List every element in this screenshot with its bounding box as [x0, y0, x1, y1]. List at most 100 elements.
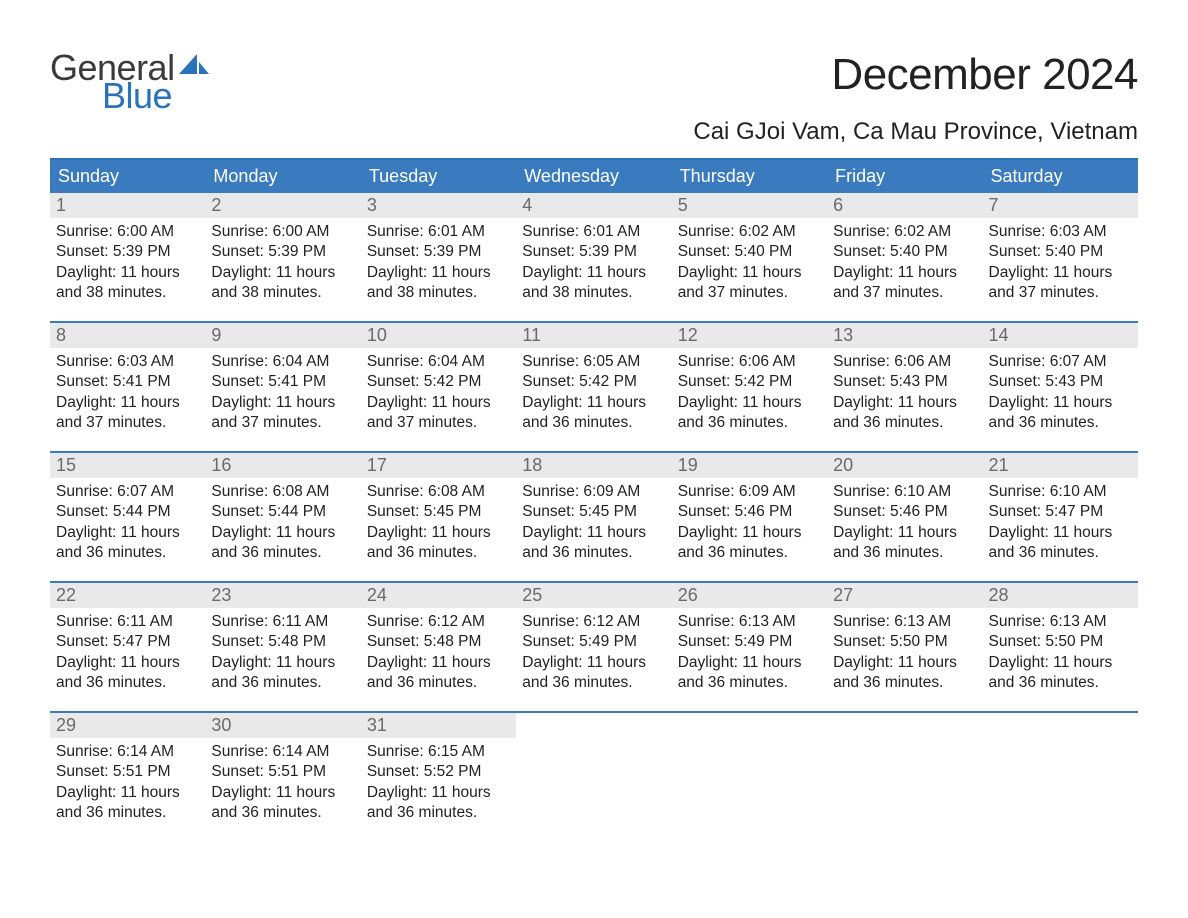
- day-details: Sunrise: 6:13 AMSunset: 5:50 PMDaylight:…: [983, 608, 1138, 700]
- day-details: Sunrise: 6:00 AMSunset: 5:39 PMDaylight:…: [50, 218, 205, 310]
- sunset-line: Sunset: 5:40 PM: [833, 242, 976, 262]
- daylight-line: Daylight: 11 hours and 37 minutes.: [367, 393, 510, 434]
- day-number: [672, 713, 827, 738]
- calendar-day-cell: 8Sunrise: 6:03 AMSunset: 5:41 PMDaylight…: [50, 323, 205, 451]
- sunrise-line: Sunrise: 6:00 AM: [56, 222, 199, 242]
- sunset-line: Sunset: 5:40 PM: [678, 242, 821, 262]
- title-block: December 2024 Cai GJoi Vam, Ca Mau Provi…: [693, 50, 1138, 154]
- calendar-day-cell: 18Sunrise: 6:09 AMSunset: 5:45 PMDayligh…: [516, 453, 671, 581]
- sunrise-line: Sunrise: 6:09 AM: [678, 482, 821, 502]
- day-details: Sunrise: 6:05 AMSunset: 5:42 PMDaylight:…: [516, 348, 671, 440]
- day-number: 30: [205, 713, 360, 738]
- day-details: Sunrise: 6:15 AMSunset: 5:52 PMDaylight:…: [361, 738, 516, 830]
- day-details: Sunrise: 6:02 AMSunset: 5:40 PMDaylight:…: [672, 218, 827, 310]
- sunrise-line: Sunrise: 6:01 AM: [367, 222, 510, 242]
- day-number: 12: [672, 323, 827, 348]
- day-number: 6: [827, 193, 982, 218]
- calendar-day-cell: 27Sunrise: 6:13 AMSunset: 5:50 PMDayligh…: [827, 583, 982, 711]
- daylight-line: Daylight: 11 hours and 36 minutes.: [367, 523, 510, 564]
- sunrise-line: Sunrise: 6:02 AM: [833, 222, 976, 242]
- daylight-line: Daylight: 11 hours and 36 minutes.: [56, 653, 199, 694]
- sunset-line: Sunset: 5:43 PM: [833, 372, 976, 392]
- daylight-line: Daylight: 11 hours and 37 minutes.: [211, 393, 354, 434]
- daylight-line: Daylight: 11 hours and 36 minutes.: [211, 653, 354, 694]
- calendar-day-cell: [983, 713, 1138, 841]
- daylight-line: Daylight: 11 hours and 36 minutes.: [678, 393, 821, 434]
- sunset-line: Sunset: 5:39 PM: [522, 242, 665, 262]
- sunset-line: Sunset: 5:42 PM: [522, 372, 665, 392]
- sunrise-line: Sunrise: 6:00 AM: [211, 222, 354, 242]
- calendar-day-cell: 20Sunrise: 6:10 AMSunset: 5:46 PMDayligh…: [827, 453, 982, 581]
- day-details: Sunrise: 6:04 AMSunset: 5:41 PMDaylight:…: [205, 348, 360, 440]
- daylight-line: Daylight: 11 hours and 36 minutes.: [522, 393, 665, 434]
- day-number: 1: [50, 193, 205, 218]
- weeks-container: 1Sunrise: 6:00 AMSunset: 5:39 PMDaylight…: [50, 193, 1138, 841]
- sunset-line: Sunset: 5:47 PM: [989, 502, 1132, 522]
- calendar-day-cell: 7Sunrise: 6:03 AMSunset: 5:40 PMDaylight…: [983, 193, 1138, 321]
- weekday-header: Monday: [205, 160, 360, 193]
- day-details: Sunrise: 6:11 AMSunset: 5:48 PMDaylight:…: [205, 608, 360, 700]
- weekday-header: Wednesday: [516, 160, 671, 193]
- calendar-day-cell: 2Sunrise: 6:00 AMSunset: 5:39 PMDaylight…: [205, 193, 360, 321]
- daylight-line: Daylight: 11 hours and 36 minutes.: [56, 783, 199, 824]
- weekday-header: Friday: [827, 160, 982, 193]
- day-number: 11: [516, 323, 671, 348]
- day-details: Sunrise: 6:06 AMSunset: 5:42 PMDaylight:…: [672, 348, 827, 440]
- sunrise-line: Sunrise: 6:13 AM: [989, 612, 1132, 632]
- day-details: Sunrise: 6:10 AMSunset: 5:46 PMDaylight:…: [827, 478, 982, 570]
- day-number: 29: [50, 713, 205, 738]
- calendar-day-cell: 28Sunrise: 6:13 AMSunset: 5:50 PMDayligh…: [983, 583, 1138, 711]
- day-number: 28: [983, 583, 1138, 608]
- sunset-line: Sunset: 5:46 PM: [833, 502, 976, 522]
- calendar-day-cell: 14Sunrise: 6:07 AMSunset: 5:43 PMDayligh…: [983, 323, 1138, 451]
- sunrise-line: Sunrise: 6:03 AM: [989, 222, 1132, 242]
- sunset-line: Sunset: 5:40 PM: [989, 242, 1132, 262]
- day-number: 19: [672, 453, 827, 478]
- calendar-day-cell: 1Sunrise: 6:00 AMSunset: 5:39 PMDaylight…: [50, 193, 205, 321]
- day-number: [827, 713, 982, 738]
- calendar-week: 1Sunrise: 6:00 AMSunset: 5:39 PMDaylight…: [50, 193, 1138, 321]
- daylight-line: Daylight: 11 hours and 36 minutes.: [989, 393, 1132, 434]
- day-details: Sunrise: 6:03 AMSunset: 5:40 PMDaylight:…: [983, 218, 1138, 310]
- sunset-line: Sunset: 5:52 PM: [367, 762, 510, 782]
- sunset-line: Sunset: 5:44 PM: [211, 502, 354, 522]
- daylight-line: Daylight: 11 hours and 38 minutes.: [522, 263, 665, 304]
- sunrise-line: Sunrise: 6:15 AM: [367, 742, 510, 762]
- day-number: 14: [983, 323, 1138, 348]
- day-details: Sunrise: 6:08 AMSunset: 5:44 PMDaylight:…: [205, 478, 360, 570]
- sunrise-line: Sunrise: 6:04 AM: [367, 352, 510, 372]
- day-details: Sunrise: 6:00 AMSunset: 5:39 PMDaylight:…: [205, 218, 360, 310]
- daylight-line: Daylight: 11 hours and 37 minutes.: [989, 263, 1132, 304]
- day-number: 27: [827, 583, 982, 608]
- day-number: 3: [361, 193, 516, 218]
- sunrise-line: Sunrise: 6:04 AM: [211, 352, 354, 372]
- calendar-day-cell: 11Sunrise: 6:05 AMSunset: 5:42 PMDayligh…: [516, 323, 671, 451]
- day-details: Sunrise: 6:13 AMSunset: 5:49 PMDaylight:…: [672, 608, 827, 700]
- calendar-day-cell: 17Sunrise: 6:08 AMSunset: 5:45 PMDayligh…: [361, 453, 516, 581]
- day-details: Sunrise: 6:12 AMSunset: 5:49 PMDaylight:…: [516, 608, 671, 700]
- sunset-line: Sunset: 5:48 PM: [211, 632, 354, 652]
- calendar-page: General Blue December 2024 Cai GJoi Vam,…: [0, 0, 1188, 881]
- day-number: 25: [516, 583, 671, 608]
- day-number: 18: [516, 453, 671, 478]
- sunrise-line: Sunrise: 6:13 AM: [833, 612, 976, 632]
- header-row: General Blue December 2024 Cai GJoi Vam,…: [50, 50, 1138, 154]
- calendar-day-cell: [516, 713, 671, 841]
- day-details: Sunrise: 6:14 AMSunset: 5:51 PMDaylight:…: [50, 738, 205, 830]
- weekday-header: Thursday: [672, 160, 827, 193]
- day-details: Sunrise: 6:08 AMSunset: 5:45 PMDaylight:…: [361, 478, 516, 570]
- day-details: Sunrise: 6:04 AMSunset: 5:42 PMDaylight:…: [361, 348, 516, 440]
- sunrise-line: Sunrise: 6:10 AM: [833, 482, 976, 502]
- day-number: [983, 713, 1138, 738]
- day-number: 9: [205, 323, 360, 348]
- day-number: 15: [50, 453, 205, 478]
- calendar-week: 15Sunrise: 6:07 AMSunset: 5:44 PMDayligh…: [50, 451, 1138, 581]
- calendar-day-cell: [827, 713, 982, 841]
- brand-word2: Blue: [102, 78, 172, 114]
- calendar-day-cell: 12Sunrise: 6:06 AMSunset: 5:42 PMDayligh…: [672, 323, 827, 451]
- calendar-day-cell: 22Sunrise: 6:11 AMSunset: 5:47 PMDayligh…: [50, 583, 205, 711]
- sunrise-line: Sunrise: 6:10 AM: [989, 482, 1132, 502]
- daylight-line: Daylight: 11 hours and 36 minutes.: [678, 653, 821, 694]
- calendar-day-cell: 15Sunrise: 6:07 AMSunset: 5:44 PMDayligh…: [50, 453, 205, 581]
- daylight-line: Daylight: 11 hours and 36 minutes.: [833, 393, 976, 434]
